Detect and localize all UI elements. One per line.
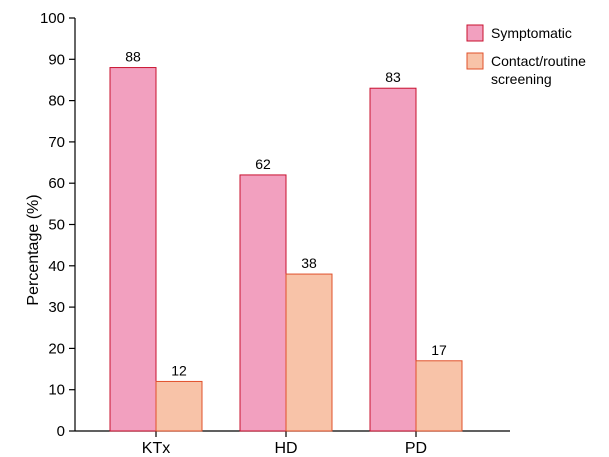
bar-contact-screening-hd — [285, 273, 333, 432]
y-tick-label: 0 — [57, 423, 65, 440]
bar-contact-screening-pd — [415, 360, 463, 432]
legend-swatch-contact-screening — [466, 52, 484, 70]
legend-label: Symptomatic — [491, 25, 572, 41]
data-label: 88 — [125, 49, 141, 65]
bar-symptomatic-ktx — [109, 67, 157, 432]
y-tick-label: 30 — [48, 299, 65, 316]
bars — [109, 67, 463, 432]
axes: 0 10 20 30 40 50 60 70 80 90 100 KTx HD PD — [40, 10, 510, 457]
y-axis-title: Percentage (%) — [25, 194, 42, 305]
y-tick-label: 40 — [48, 258, 65, 275]
y-tick-label: 70 — [48, 134, 65, 151]
legend: Symptomatic Contact/routine screening — [466, 24, 586, 87]
y-tick-label: 10 — [48, 382, 65, 399]
legend-label: screening — [491, 71, 552, 87]
data-label: 83 — [385, 69, 401, 85]
x-tick-label: HD — [274, 440, 297, 457]
x-tick-label: KTx — [142, 440, 170, 457]
y-tick-label: 80 — [48, 93, 65, 110]
y-tick-label: 90 — [48, 51, 65, 68]
data-label: 12 — [171, 362, 187, 378]
bar-symptomatic-hd — [239, 174, 287, 432]
legend-label: Contact/routine — [491, 53, 586, 69]
y-tick-label: 20 — [48, 340, 65, 357]
y-tick-label: 100 — [40, 10, 65, 27]
legend-swatch-symptomatic — [466, 24, 484, 42]
x-tick-label: PD — [405, 440, 427, 457]
data-labels: 88 12 62 38 83 17 — [125, 49, 447, 379]
data-label: 38 — [301, 255, 317, 271]
bar-symptomatic-pd — [369, 87, 417, 432]
y-tick-label: 50 — [48, 217, 65, 234]
bar-contact-screening-ktx — [155, 380, 203, 432]
y-tick-label: 60 — [48, 175, 65, 192]
data-label: 17 — [431, 342, 447, 358]
data-label: 62 — [255, 156, 271, 172]
